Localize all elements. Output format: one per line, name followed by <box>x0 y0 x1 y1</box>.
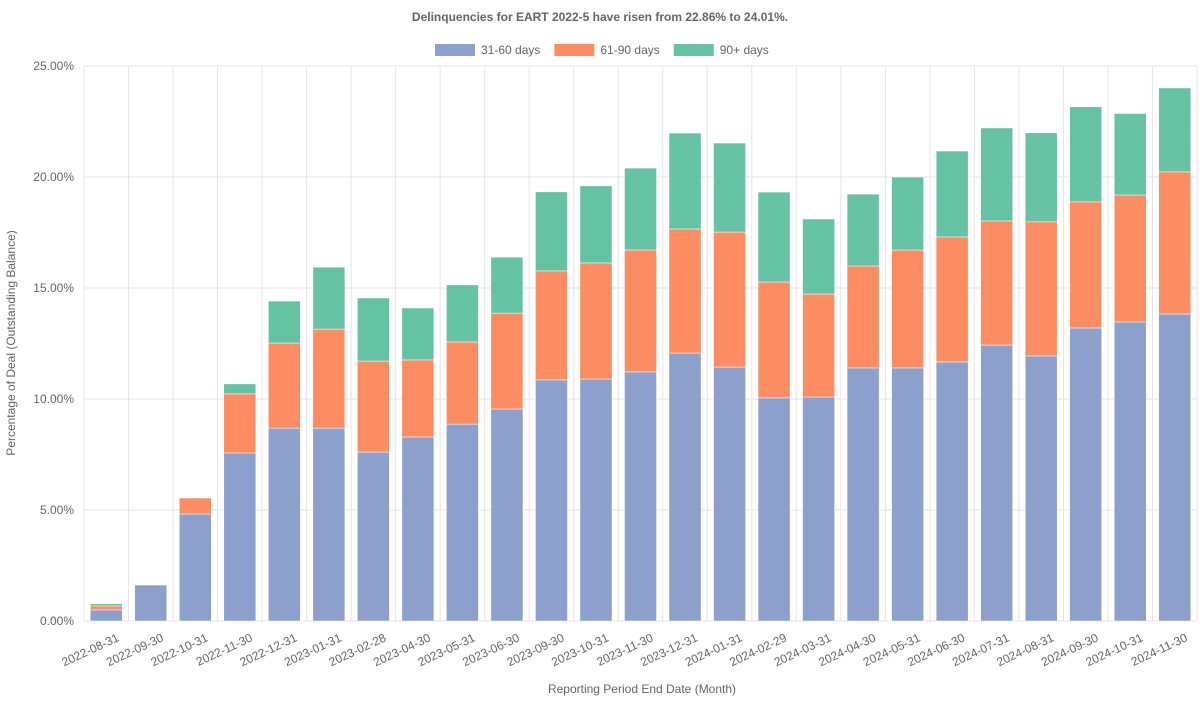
y-tick-label: 0.00% <box>40 614 74 628</box>
bar-segment <box>446 423 479 622</box>
bar-segment <box>535 191 568 272</box>
bar-segment <box>179 497 212 515</box>
bar-segment <box>935 361 969 622</box>
bar-segment <box>89 609 123 622</box>
bar-segment <box>223 452 257 622</box>
bar-segment <box>357 360 390 453</box>
bar-segment <box>624 167 657 251</box>
y-tick-label: 25.00% <box>33 59 74 73</box>
bar-segment <box>223 393 257 454</box>
legend-label: 61-90 days <box>600 43 659 57</box>
bar-segment <box>446 341 479 425</box>
bar-segment <box>357 297 390 362</box>
legend-swatch <box>673 44 714 56</box>
bar-segment <box>490 256 524 314</box>
bar-segment <box>757 281 791 399</box>
bar-segment <box>891 367 924 622</box>
bar-segment <box>223 383 257 395</box>
bar-segment <box>268 300 301 344</box>
bar-segment <box>713 142 746 233</box>
bar-segment <box>1069 201 1102 329</box>
bar-segment <box>891 249 924 369</box>
bar-segment <box>401 436 435 622</box>
bar-segment <box>891 176 924 251</box>
y-tick-label: 20.00% <box>33 170 74 184</box>
bar-segment <box>1158 171 1192 315</box>
bar-segment <box>1113 113 1147 196</box>
bar-segment <box>624 249 657 373</box>
bar-segment <box>1113 194 1147 323</box>
bar-segment <box>846 193 880 267</box>
bar-segment <box>668 352 702 622</box>
bar-segment <box>268 342 301 429</box>
x-axis-label: Reporting Period End Date (Month) <box>548 682 736 696</box>
bar-segment <box>312 328 346 429</box>
y-tick-label: 10.00% <box>33 392 74 406</box>
bar-segment <box>490 408 524 622</box>
bar-segment <box>757 191 791 283</box>
bar-segment <box>757 397 791 622</box>
bar-segment <box>1024 355 1058 622</box>
bar-segment <box>401 307 435 361</box>
bar-segment <box>1069 106 1102 203</box>
bar-segment <box>980 127 1013 222</box>
bar-segment <box>535 270 568 381</box>
y-axis-label: Percentage of Deal (Outstanding Balance) <box>4 230 18 455</box>
bar-segment <box>1069 327 1102 622</box>
bar-segment <box>579 185 613 264</box>
bar-segment <box>980 220 1013 346</box>
bar-segment <box>1113 321 1147 622</box>
bar-segment <box>668 132 702 230</box>
bar-segment <box>1024 221 1058 357</box>
bar-segment <box>1024 132 1058 223</box>
bar-segment <box>846 265 880 369</box>
bar-segment <box>668 228 702 354</box>
bar-segment <box>357 451 390 622</box>
bar-segment <box>535 379 568 622</box>
legend-label: 90+ days <box>720 43 769 57</box>
y-tick-label: 5.00% <box>40 503 74 517</box>
bar-segment <box>268 427 301 622</box>
bar-segment <box>624 371 657 622</box>
y-tick-label: 15.00% <box>33 281 74 295</box>
bar-segment <box>935 236 969 363</box>
bar-segment <box>134 584 168 622</box>
bar-segment <box>980 344 1013 622</box>
bar-segment <box>713 366 746 622</box>
bar-segment <box>802 218 835 295</box>
bar-segment <box>401 359 435 438</box>
bar-segment <box>312 427 346 622</box>
bar-segment <box>713 231 746 368</box>
bar-segment <box>1158 313 1192 622</box>
bar-segment <box>179 513 212 622</box>
bar-segment <box>579 262 613 380</box>
bar-segment <box>802 396 835 622</box>
chart-title: Delinquencies for EART 2022-5 have risen… <box>412 10 788 24</box>
bar-segment <box>1158 87 1192 173</box>
legend-swatch <box>554 44 595 56</box>
bar-segment <box>89 603 123 607</box>
legend-label: 31-60 days <box>481 43 540 57</box>
bar-segment <box>579 378 613 622</box>
bar-segment <box>802 293 835 398</box>
legend-swatch <box>435 44 475 56</box>
bar-segment <box>846 367 880 622</box>
bar-segment <box>312 266 346 330</box>
bar-segment <box>935 150 969 238</box>
bar-segment <box>490 312 524 410</box>
bar-segment <box>89 605 123 611</box>
bar-segment <box>446 284 479 343</box>
